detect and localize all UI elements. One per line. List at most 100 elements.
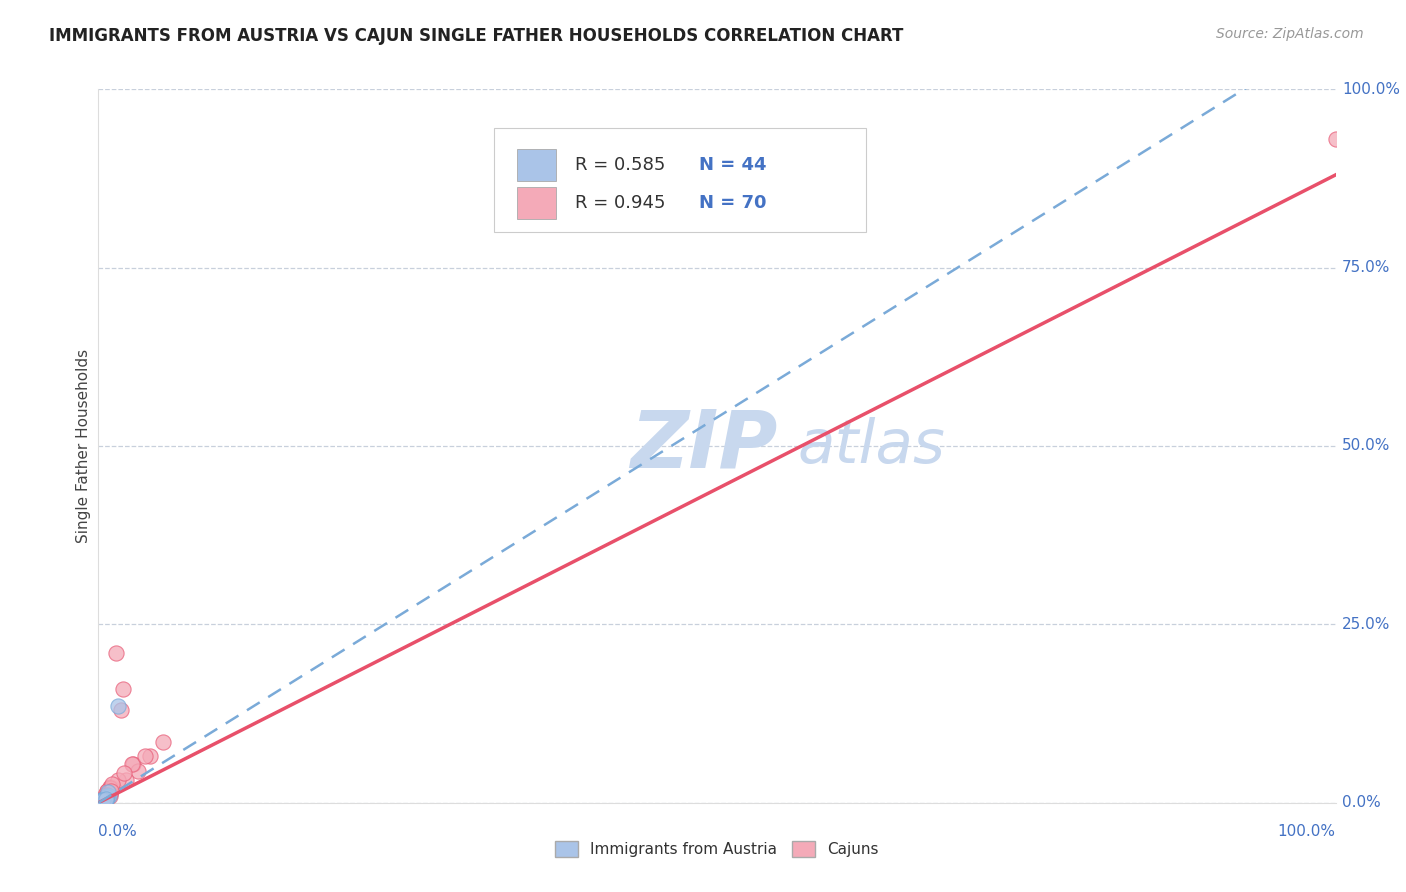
- Point: [91, 794, 114, 808]
- Point: [93, 793, 115, 807]
- Point: [93, 793, 115, 807]
- Point: [100, 784, 122, 798]
- Point: [94, 791, 117, 805]
- Point: [94, 791, 117, 805]
- Point: [93, 792, 115, 806]
- Text: 100.0%: 100.0%: [1341, 82, 1400, 96]
- Y-axis label: Single Father Households: Single Father Households: [76, 349, 91, 543]
- Point: [121, 756, 143, 771]
- Text: 75.0%: 75.0%: [1341, 260, 1391, 275]
- Point: [90, 794, 112, 808]
- Point: [93, 793, 115, 807]
- Point: [89, 794, 111, 808]
- Point: [96, 790, 118, 805]
- Point: [93, 793, 115, 807]
- Point: [93, 793, 115, 807]
- Point: [97, 789, 120, 804]
- Point: [90, 794, 112, 808]
- Point: [96, 789, 118, 803]
- Point: [90, 794, 112, 808]
- Point: [98, 787, 121, 801]
- Point: [107, 699, 129, 714]
- Point: [91, 794, 114, 808]
- Text: ZIP: ZIP: [630, 407, 778, 485]
- Point: [98, 780, 121, 794]
- Point: [91, 794, 114, 808]
- Point: [91, 794, 114, 808]
- Point: [91, 794, 114, 808]
- Point: [97, 785, 120, 799]
- Text: 0.0%: 0.0%: [98, 824, 138, 839]
- Point: [98, 789, 121, 803]
- Text: N = 70: N = 70: [699, 194, 766, 212]
- Point: [91, 794, 114, 808]
- Point: [94, 789, 117, 804]
- Text: 50.0%: 50.0%: [1341, 439, 1391, 453]
- Point: [90, 794, 112, 808]
- Point: [97, 789, 120, 804]
- Point: [93, 793, 115, 807]
- Point: [91, 794, 114, 808]
- Bar: [516, 149, 557, 181]
- Point: [93, 793, 115, 807]
- Point: [96, 790, 118, 805]
- Point: [93, 792, 115, 806]
- Point: [107, 772, 129, 787]
- Point: [110, 703, 132, 717]
- Point: [93, 793, 115, 807]
- Point: [101, 780, 124, 795]
- Point: [93, 793, 115, 807]
- Text: 25.0%: 25.0%: [1341, 617, 1391, 632]
- Point: [91, 794, 114, 808]
- Point: [91, 794, 114, 808]
- Point: [127, 764, 149, 778]
- Point: [93, 793, 115, 807]
- Point: [93, 793, 115, 807]
- Point: [93, 794, 115, 808]
- Point: [112, 765, 135, 780]
- Point: [93, 793, 115, 807]
- Point: [93, 793, 115, 807]
- Point: [90, 794, 112, 808]
- Text: N = 44: N = 44: [699, 156, 766, 174]
- Point: [104, 646, 127, 660]
- Point: [93, 793, 115, 807]
- Point: [93, 792, 115, 806]
- Point: [96, 790, 118, 805]
- Point: [91, 794, 114, 808]
- Point: [91, 794, 114, 808]
- Point: [97, 789, 120, 804]
- Point: [134, 749, 156, 764]
- Point: [93, 792, 115, 806]
- Point: [90, 794, 112, 808]
- Point: [91, 792, 114, 806]
- Point: [91, 794, 114, 808]
- Point: [94, 791, 117, 805]
- Point: [94, 790, 117, 805]
- Point: [91, 793, 114, 807]
- Point: [93, 793, 115, 807]
- Point: [1324, 132, 1347, 146]
- Point: [96, 788, 118, 802]
- Point: [94, 791, 117, 805]
- Legend: Immigrants from Austria, Cajuns: Immigrants from Austria, Cajuns: [548, 835, 886, 863]
- Point: [91, 794, 114, 808]
- Point: [96, 784, 118, 798]
- Point: [94, 791, 117, 805]
- Point: [93, 792, 115, 806]
- Point: [93, 792, 115, 806]
- Point: [96, 784, 118, 798]
- Point: [94, 791, 117, 805]
- Point: [114, 772, 136, 787]
- Text: R = 0.945: R = 0.945: [575, 194, 665, 212]
- Point: [98, 780, 121, 795]
- Text: R = 0.585: R = 0.585: [575, 156, 665, 174]
- Point: [89, 794, 111, 808]
- Point: [93, 792, 115, 806]
- Point: [93, 790, 115, 805]
- Point: [93, 792, 115, 806]
- Point: [91, 794, 114, 808]
- Point: [96, 790, 118, 805]
- Point: [112, 681, 135, 696]
- Point: [97, 788, 120, 802]
